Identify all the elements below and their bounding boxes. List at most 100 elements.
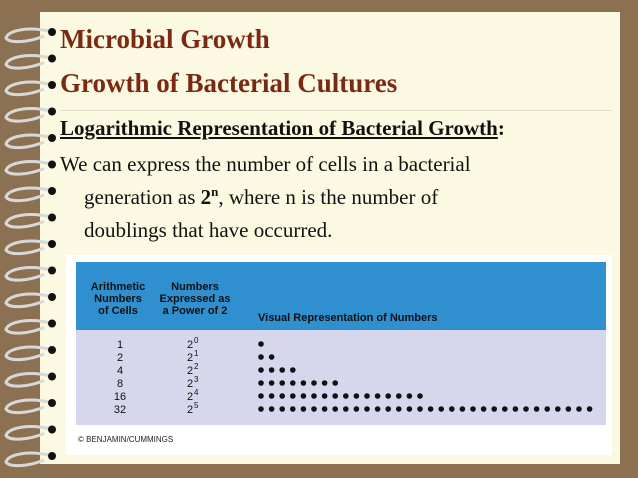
dot [258,354,264,360]
ring [4,54,53,70]
dot [268,354,275,360]
heading-text: Logarithmic Representation of Bacterial … [60,116,498,140]
ring-hole [48,28,56,36]
dot [268,393,275,399]
ring-hole [48,187,56,195]
column-header: Numbers [171,281,219,293]
dot [321,393,328,399]
dot [576,406,582,412]
ring [4,186,53,203]
power-base: 2 [187,391,193,403]
dot [268,380,275,386]
power-base: 2 [187,352,193,364]
binding [4,27,56,468]
dot [502,406,508,412]
dot [311,393,317,399]
ring [4,292,53,309]
column-header: Expressed as [160,293,231,305]
section-heading: Logarithmic Representation of Bacterial … [60,116,505,141]
dot-row [258,393,423,399]
cell-count: 4 [117,365,123,377]
dot [512,406,519,412]
column-header: of Cells [98,305,138,317]
ring-hole [48,293,56,301]
dot [311,406,317,412]
dot [258,406,264,412]
dot-row [258,341,264,347]
dot [321,380,328,386]
ring [4,425,53,441]
ring-hole [48,54,56,63]
title: Microbial Growth [60,24,270,54]
dot [406,406,413,412]
ring-hole [48,452,56,460]
column-header: a Power of 2 [163,305,228,317]
dot [374,406,381,412]
dot [268,367,275,373]
dot [406,393,413,399]
dot [279,406,286,412]
ring [4,451,53,468]
dot [417,406,423,412]
dot [470,406,476,412]
ring [4,345,53,362]
column-header: Visual Representation of Numbers [258,312,438,324]
ring [4,372,53,388]
power-exp: 3 [194,375,199,384]
dot [427,406,434,412]
dot [332,380,339,386]
dot [364,406,370,412]
ring [4,133,53,150]
dot-row [258,354,275,360]
dot [279,380,286,386]
ring-hole [48,160,56,169]
dot [290,367,296,373]
dot [374,393,381,399]
cell-count: 2 [117,352,123,364]
credit: © BENJAMIN/CUMMINGS [78,435,173,444]
dot [332,406,339,412]
dot [321,406,328,412]
power-exp: 4 [194,388,199,397]
ring [4,107,53,123]
dot [258,380,264,386]
divider [60,110,612,111]
ring-hole [48,266,56,275]
dot [268,406,275,412]
body-line: We can express the number of cells in a … [60,152,471,176]
dot [449,406,455,412]
dot [523,406,529,412]
dot [290,393,296,399]
power-exp: 1 [194,349,199,358]
power-base: 2 [187,378,193,390]
dot [300,393,307,399]
ring [4,80,53,97]
dot-row [258,380,339,386]
ring [4,398,53,415]
dot [459,406,466,412]
power-base: 2 [187,339,193,351]
ring-hole [48,399,56,407]
dot [258,393,264,399]
cell-count: 16 [114,391,126,403]
dot [396,406,402,412]
power-exp: 5 [194,401,199,410]
dot-row [258,406,593,412]
ring [4,27,53,44]
dot-row [258,367,296,373]
dot [279,393,286,399]
power-base: 2 [187,365,193,377]
dot [364,393,370,399]
dot [480,406,487,412]
dot [332,393,339,399]
dot [533,406,540,412]
dot [565,406,572,412]
dot [438,406,445,412]
ring [4,213,53,229]
text: generation as [84,185,201,209]
dot [491,406,498,412]
dot [300,380,307,386]
body-line: generation as 2n, where n is the number … [84,184,438,210]
subtitle: Growth of Bacterial Cultures [60,68,398,98]
